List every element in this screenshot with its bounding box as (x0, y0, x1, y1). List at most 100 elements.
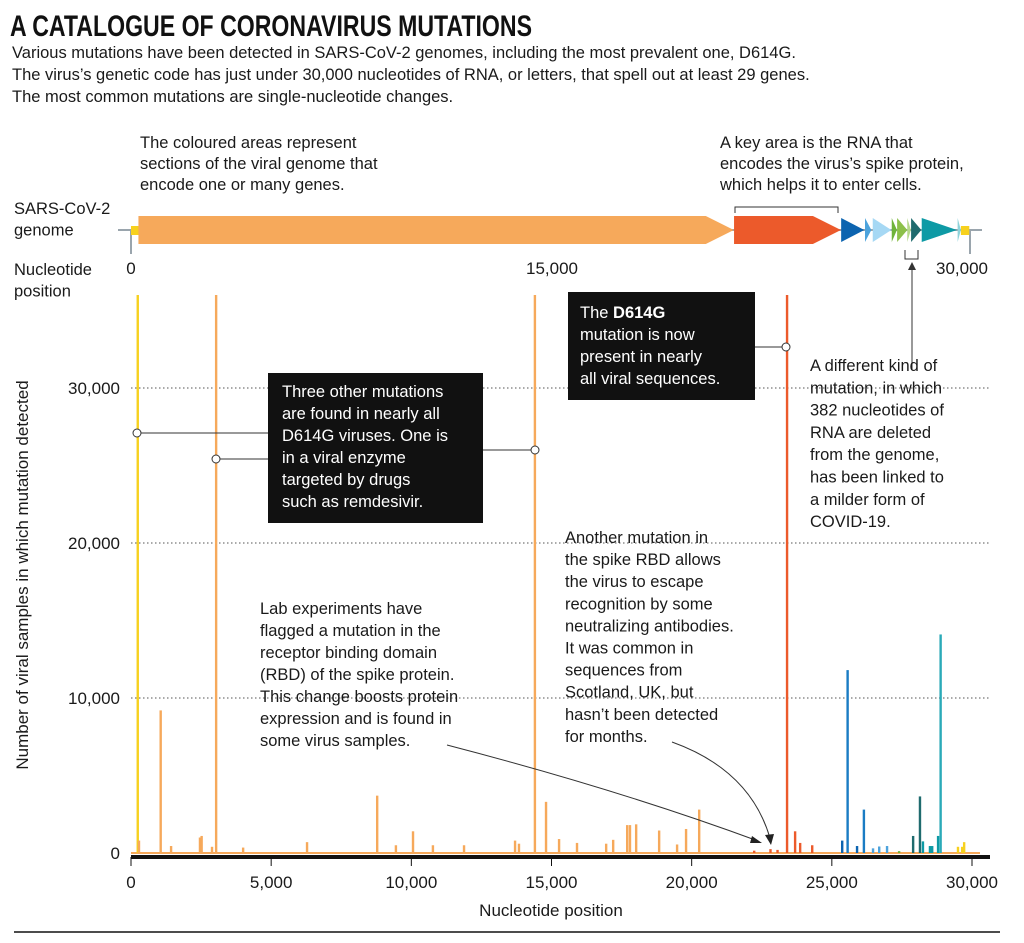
mutation-bar (769, 849, 772, 853)
note-line: all viral sequences. (580, 370, 720, 388)
rbd-arrow (446, 744, 759, 842)
note-line: for months. (565, 728, 648, 746)
genome-segment (131, 226, 141, 235)
genome-segment (891, 218, 897, 242)
note-line: RNA are deleted (810, 424, 931, 442)
note-line: 382 nucleotides of (810, 402, 944, 420)
d614g-box (568, 292, 755, 400)
mutation-bar (575, 842, 579, 853)
arrowhead-icon (908, 262, 916, 270)
mutation-bar (697, 809, 701, 853)
note-line: D614G viruses. One is (282, 427, 448, 445)
arrowhead-icon (750, 836, 762, 843)
mutation-bar (394, 845, 398, 853)
mutation-bar (793, 831, 797, 853)
mutation-bar (956, 846, 960, 853)
note-line: Another mutation in (565, 529, 708, 547)
page-title: A CATALOGUE OF CORONAVIRUS MUTATIONS (10, 10, 532, 43)
deletion-note: A different kind of mutation, in which 382… (810, 357, 944, 531)
scotland-arrow (671, 741, 771, 839)
mutation-bar (137, 840, 141, 853)
subtitle: Various mutations have been detected in … (12, 44, 810, 106)
note-line: Three other mutations (282, 383, 443, 401)
y-tick-label: 10,000 (68, 689, 120, 708)
mutation-bar (604, 843, 608, 853)
genome-label: SARS-CoV-2 genome (14, 200, 110, 240)
mutation-bar (752, 850, 756, 853)
note-line: encode one or many genes. (140, 176, 345, 194)
genome-tick-label: 15,000 (526, 259, 578, 278)
mutation-bar (657, 830, 661, 853)
note-line: sequences from (565, 662, 682, 680)
spike-bracket (734, 206, 839, 213)
marker-circle (530, 445, 540, 455)
mutation-bar (855, 846, 859, 853)
note-line: SARS-CoV-2 (14, 200, 110, 218)
x-tick-label: 20,000 (666, 873, 718, 892)
mutation-bar (939, 634, 942, 853)
mutation-bar (513, 840, 517, 853)
rbd-note: Lab experiments have flagged a mutation i… (260, 600, 458, 750)
genome-bar (131, 216, 970, 244)
note-line: sections of the viral genome that (140, 155, 378, 173)
genome-segment (864, 218, 872, 242)
mutation-bar (159, 710, 162, 853)
y-tick-label: 0 (111, 844, 120, 863)
mutation-bar (962, 842, 966, 853)
mutation-bar (198, 837, 202, 853)
note-line: present in nearly (580, 348, 703, 366)
mutation-bar (305, 842, 309, 853)
mutation-bar (628, 825, 632, 853)
mutation-bar (533, 295, 537, 853)
note-line: A different kind of (810, 357, 938, 375)
note-line: neutralizing antibodies. (565, 617, 734, 635)
genome-segment (841, 218, 865, 242)
three-mutations-note: Three other mutations are found in nearly… (282, 383, 448, 511)
subtitle-line: The virus’s genetic code has just under … (12, 66, 810, 84)
subtitle-line: Various mutations have been detected in … (12, 44, 796, 62)
mutation-bar (841, 840, 844, 853)
note-line: expression and is found in (260, 710, 452, 728)
x-tick-label: 0 (126, 873, 135, 892)
genome-segment (957, 218, 961, 242)
marker-circle (781, 342, 791, 352)
arrowhead-icon (765, 834, 774, 845)
mutation-bar (375, 795, 379, 853)
mutation-bar (241, 847, 245, 853)
genome-segment (734, 216, 841, 244)
note-line: (RBD) of the spike protein. (260, 666, 454, 684)
mutation-bar (517, 843, 521, 853)
x-tick-label: 15,000 (526, 873, 578, 892)
mutation-bar (684, 828, 688, 853)
mutation-bar (462, 845, 466, 853)
x-tick-label: 10,000 (385, 873, 437, 892)
note-line: encodes the virus’s spike protein, (720, 155, 964, 173)
mutation-bar (785, 295, 789, 853)
genome-segment (138, 216, 734, 244)
note-line: a milder form of (810, 491, 925, 509)
x-tick-label: 30,000 (946, 873, 998, 892)
mutation-bar (811, 845, 814, 853)
mutation-bar (557, 839, 561, 853)
note-line: The coloured areas represent (140, 134, 357, 152)
scotland-note: Another mutation in the spike RBD allows t… (565, 529, 734, 746)
x-axis-label: Nucleotide position (479, 901, 623, 920)
note-line: the spike RBD allows (565, 551, 721, 569)
note-line: from the genome, (810, 446, 939, 464)
note-line: targeted by drugs (282, 471, 410, 489)
mutation-bar (885, 846, 889, 853)
note-line: in a viral enzyme (282, 449, 406, 467)
note-line: Nucleotide (14, 261, 92, 279)
mutation-bar (911, 835, 915, 853)
mutation-bar (862, 809, 866, 853)
genome-segment (960, 226, 970, 235)
note-line: flagged a mutation in the (260, 622, 441, 640)
mutation-bar (878, 846, 881, 853)
genome-segment (907, 218, 911, 242)
note-line: are found in nearly all (282, 405, 440, 423)
note-line: COVID-19. (810, 513, 891, 531)
mutation-bar (136, 295, 139, 853)
subtitle-line: The most common mutations are single-nuc… (12, 88, 453, 106)
mutation-bar (431, 845, 435, 853)
